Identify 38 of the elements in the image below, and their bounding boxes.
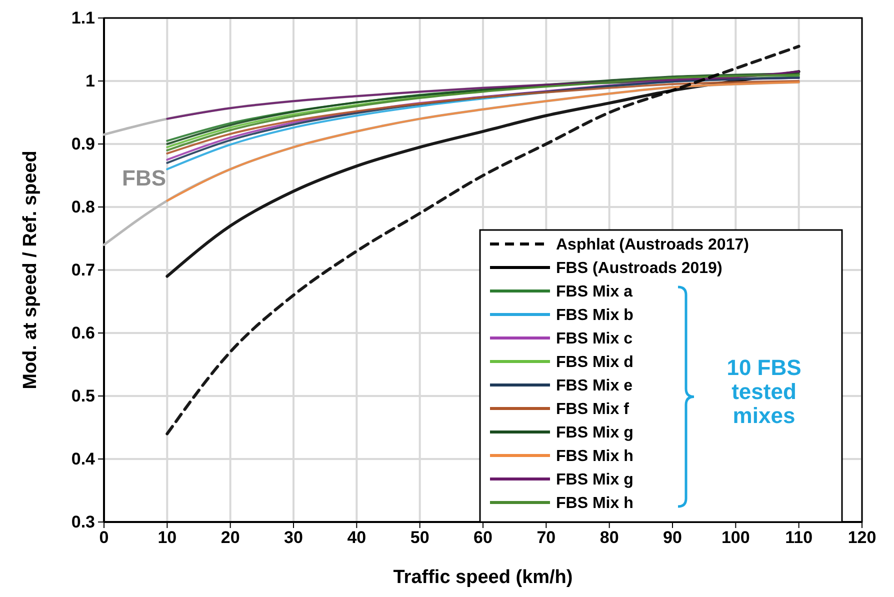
- y-tick-label: 1: [86, 71, 95, 90]
- y-tick-label: 0.4: [71, 449, 96, 468]
- legend-label: FBS Mix f: [556, 401, 630, 418]
- annotation: FBS: [122, 166, 166, 191]
- legend-label: FBS Mix d: [556, 354, 634, 372]
- legend-label: FBS Mix c: [556, 330, 633, 348]
- legend-label: FBS Mix e: [556, 378, 633, 395]
- x-tick-label: 40: [347, 528, 366, 548]
- x-axis-title: Traffic speed (km/h): [393, 567, 573, 588]
- y-tick-label: 0.3: [71, 512, 95, 532]
- y-axis-title: Mod. at speed / Ref. speed: [20, 150, 41, 390]
- x-tick-label: 80: [600, 528, 619, 548]
- x-tick-label: 0: [99, 528, 109, 548]
- annotation: 10 FBS tested mixes: [726, 354, 802, 428]
- y-tick-label: 1.1: [71, 8, 95, 28]
- y-tick-label: 0.8: [71, 197, 95, 216]
- x-tick-label: 50: [410, 528, 430, 548]
- x-tick-label: 30: [284, 528, 303, 548]
- x-tick-label: 110: [785, 528, 813, 548]
- legend-label: Asphlat (Austroads 2017): [556, 236, 749, 254]
- legend-label: FBS Mix b: [556, 307, 634, 324]
- y-tick-label: 0.6: [71, 323, 95, 342]
- legend-label: FBS (Austroads 2019): [556, 260, 722, 278]
- x-tick-label: 90: [663, 528, 682, 548]
- x-tick-label: 70: [536, 528, 556, 548]
- y-tick-label: 0.5: [71, 386, 95, 406]
- x-tick-label: 60: [474, 528, 492, 548]
- x-tick-label: 10: [158, 528, 177, 548]
- y-tick-label: 0.9: [71, 134, 95, 154]
- legend-label: FBS Mix h: [556, 495, 634, 512]
- legend-label: FBS Mix h: [556, 448, 634, 466]
- legend-label: FBS Mix a: [556, 284, 633, 301]
- legend-label: FBS Mix g: [556, 472, 634, 489]
- x-tick-label: 120: [848, 528, 876, 548]
- x-tick-label: 20: [220, 528, 240, 548]
- y-tick-label: 0.7: [71, 260, 95, 280]
- legend-label: FBS Mix g: [556, 424, 634, 442]
- x-tick-label: 100: [721, 528, 750, 548]
